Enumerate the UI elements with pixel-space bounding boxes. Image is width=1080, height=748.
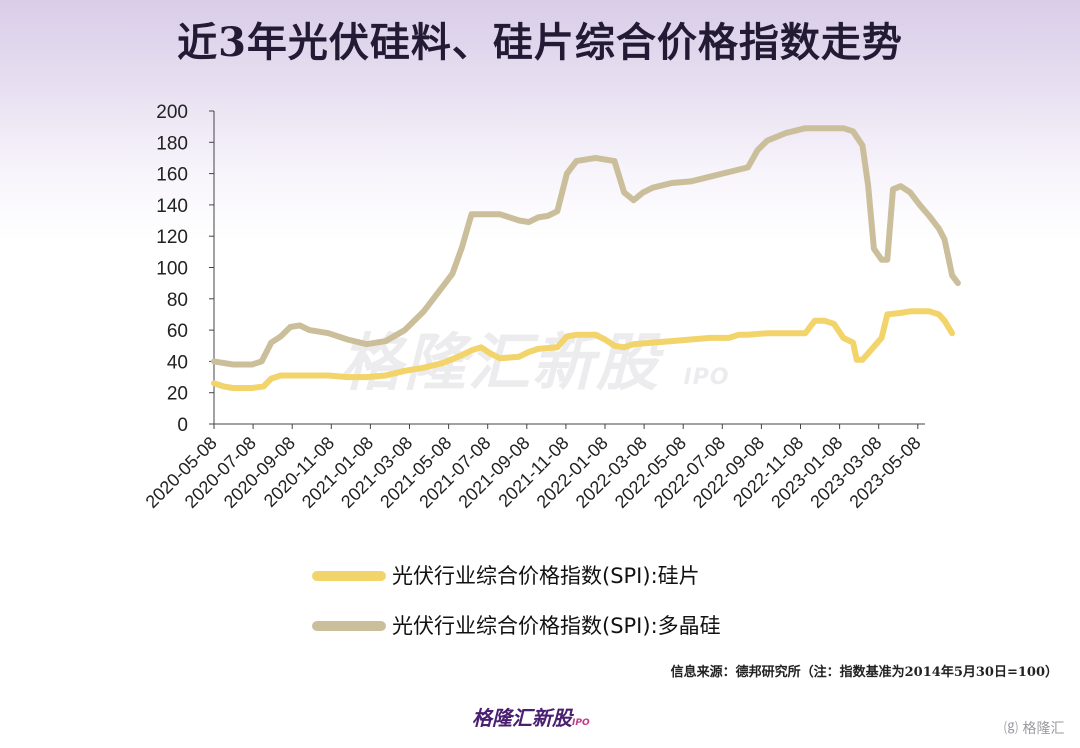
source-note: 信息来源：德邦研究所（注：指数基准为2014年5月30日=100）	[670, 665, 1058, 680]
legend-swatch-polysilicon	[312, 621, 386, 631]
chart-title: 近3年光伏硅料、硅片综合价格指数走势	[177, 19, 903, 66]
y-tick-label: 80	[167, 290, 188, 311]
y-tick-label: 60	[167, 321, 188, 342]
legend-label-polysilicon: 光伏行业综合价格指数(SPI):多晶硅	[392, 614, 721, 638]
y-axis: 0 20 40 60 80 100 120 140 160 180 200	[156, 102, 215, 436]
x-axis: 2020-05-082020-07-082020-09-082020-11-08…	[142, 423, 925, 512]
y-tick-label: 0	[177, 415, 188, 436]
line-chart: 0 20 40 60 80 100 120 140 160 180 200 2020-05-0820…	[142, 102, 961, 512]
y-tick-label: 120	[156, 227, 188, 248]
y-tick-label: 200	[156, 102, 188, 123]
legend-swatch-wafer	[312, 571, 386, 581]
y-tick-label: 100	[156, 259, 188, 280]
corner-logo: ⒢ 格隆汇	[1004, 721, 1065, 737]
y-tick-label: 140	[156, 196, 188, 217]
legend-label-wafer: 光伏行业综合价格指数(SPI):硅片	[392, 564, 700, 588]
y-tick-label: 40	[167, 352, 188, 373]
brand-logo: 格隆汇新股IPO	[472, 706, 590, 730]
y-tick-label: 180	[156, 133, 188, 154]
series-line-polysilicon	[211, 125, 961, 368]
series-lines	[211, 125, 961, 391]
series-line-wafer	[211, 308, 956, 391]
y-tick-label: 20	[167, 384, 188, 405]
y-tick-label: 160	[156, 165, 188, 186]
